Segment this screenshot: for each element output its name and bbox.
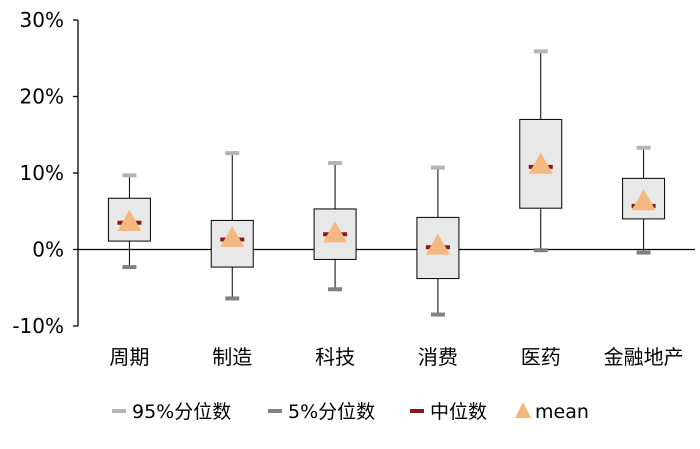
mean-marker <box>117 209 142 231</box>
legend-median: 中位数 <box>410 401 487 423</box>
box-group: 科技 <box>313 161 357 369</box>
mean-marker <box>425 233 450 255</box>
y-tick-label: 20% <box>20 85 64 109</box>
legend-label: mean <box>535 401 589 423</box>
mean-marker <box>220 226 245 248</box>
x-category-label: 科技 <box>315 345 355 369</box>
legend-p95: 95%分位数 <box>112 401 231 423</box>
box-group: 周期 <box>107 173 151 369</box>
legend-mean: mean <box>515 401 589 423</box>
mean-marker <box>631 189 656 211</box>
mean-marker <box>528 152 553 174</box>
legend-label: 中位数 <box>430 401 487 423</box>
box-group: 消费 <box>416 165 460 369</box>
x-category-label: 金融地产 <box>604 345 684 369</box>
y-tick-label: -10% <box>12 314 64 338</box>
x-category-label: 消费 <box>418 345 458 369</box>
boxes: 周期 制造 科技 消费 医药 金融地产 <box>107 49 684 369</box>
mean-marker <box>323 221 348 243</box>
x-category-label: 制造 <box>212 345 252 369</box>
x-category-label: 医药 <box>521 345 561 369</box>
box-group: 制造 <box>210 151 254 369</box>
legend-p5: 5%分位数 <box>268 401 375 423</box>
legend: 95%分位数 5%分位数 中位数 mean <box>112 401 589 423</box>
x-category-label: 周期 <box>109 345 149 369</box>
y-tick-label: 10% <box>20 161 64 185</box>
y-tick-label: 30% <box>20 8 64 32</box>
legend-swatch <box>515 402 531 418</box>
y-tick-label: 0% <box>32 238 64 262</box>
box-group: 金融地产 <box>604 145 684 369</box>
legend-label: 95%分位数 <box>132 401 231 423</box>
legend-label: 5%分位数 <box>288 401 375 423</box>
box-group: 医药 <box>519 49 563 369</box>
axes: -10% 0% 10% 20% 30% <box>12 8 695 338</box>
